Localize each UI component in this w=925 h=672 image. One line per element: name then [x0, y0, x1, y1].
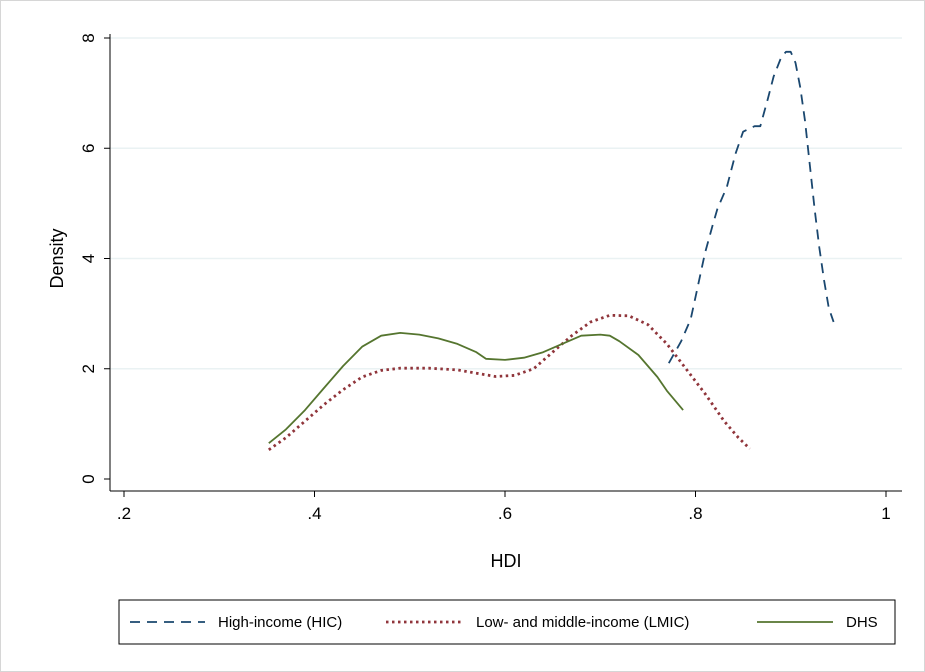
y-tick-label: 4	[79, 254, 98, 263]
y-tick-label: 0	[79, 474, 98, 483]
series-line-0	[668, 50, 835, 364]
x-tick-label: .6	[498, 504, 512, 523]
x-axis-title: HDI	[491, 551, 522, 571]
y-tick-label: 2	[79, 364, 98, 373]
x-tick-label: .2	[117, 504, 131, 523]
legend-label-2: DHS	[846, 614, 878, 631]
y-tick-label: 6	[79, 144, 98, 153]
grid-lines	[110, 37, 902, 370]
y-axis-title: Density	[47, 228, 67, 288]
series-line-1	[267, 313, 751, 451]
y-tick-label: 8	[79, 33, 98, 42]
legend-label-1: Low- and middle-income (LMIC)	[476, 614, 689, 631]
legend-label-0: High-income (HIC)	[218, 614, 342, 631]
axes: 0 2 4 6 8 .2 .4 .6 .8 1	[79, 33, 902, 523]
plot-series	[267, 50, 835, 451]
x-tick-label: .8	[688, 504, 702, 523]
legend: High-income (HIC) Low- and middle-income …	[118, 599, 896, 645]
series-line-2	[268, 332, 684, 444]
x-tick-label: .4	[307, 504, 321, 523]
x-tick-label: 1	[881, 504, 890, 523]
